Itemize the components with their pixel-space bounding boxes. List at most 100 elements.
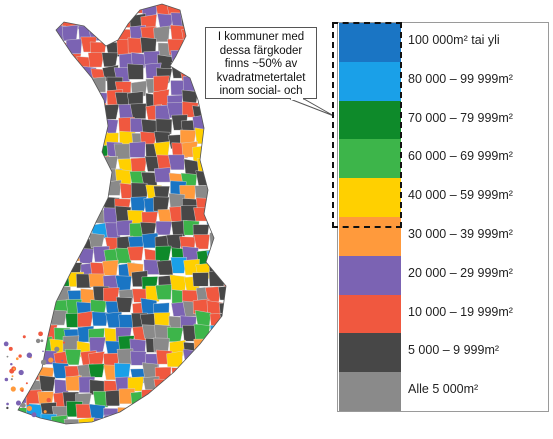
municipality-region [223, 245, 226, 261]
municipality-region [181, 413, 198, 424]
island [35, 383, 39, 388]
municipality-region [218, 325, 226, 340]
municipality-region [156, 259, 174, 276]
municipality-region [153, 406, 170, 422]
legend-label: 5 000 – 9 999m² [408, 343, 500, 358]
municipality-region [36, 92, 53, 108]
municipality-region [179, 364, 197, 381]
municipality-region [0, 90, 14, 106]
municipality-region [75, 219, 92, 236]
municipality-region [49, 4, 67, 20]
legend-item: 30 000 – 39 999m² [338, 217, 548, 256]
callout-line: I kommuner med [217, 31, 305, 43]
municipality-region [0, 76, 15, 92]
municipality-region [166, 350, 183, 368]
municipality-region [236, 388, 252, 404]
municipality-region [64, 79, 81, 95]
municipality-region [63, 236, 80, 253]
municipality-region [27, 140, 44, 158]
municipality-region [0, 298, 13, 312]
island [20, 402, 26, 408]
municipality-region [35, 247, 53, 263]
municipality-region [0, 145, 15, 161]
municipality-region [222, 273, 226, 290]
municipality-region [52, 430, 68, 439]
municipality-region [222, 363, 226, 380]
municipality-region [155, 394, 172, 409]
municipality-region [167, 433, 183, 439]
municipality-region [218, 402, 226, 418]
municipality-region [220, 432, 236, 439]
island [12, 367, 16, 371]
municipality-region [18, 92, 31, 108]
municipality-region [91, 311, 109, 327]
municipality-region [205, 154, 222, 171]
municipality-region [218, 285, 226, 301]
municipality-region [115, 4, 132, 18]
municipality-region [28, 298, 45, 314]
municipality-region [38, 232, 56, 249]
municipality-region [18, 298, 29, 313]
municipality-region [0, 172, 16, 185]
legend-item: Alle 5 000m² [338, 372, 548, 412]
municipality-region [67, 431, 83, 439]
municipality-region [53, 220, 70, 236]
municipality-region [218, 340, 226, 355]
municipality-region [206, 146, 223, 163]
municipality-region [75, 157, 92, 173]
municipality-region [64, 184, 82, 200]
municipality-region [18, 141, 28, 159]
municipality-region [67, 116, 84, 133]
municipality-region [235, 2, 251, 17]
municipality-region [196, 157, 214, 173]
municipality-region [54, 260, 71, 275]
municipality-region [237, 430, 253, 439]
municipality-region [0, 247, 14, 261]
municipality-region [18, 224, 19, 240]
municipality-region [180, 53, 197, 69]
municipality-region [39, 78, 57, 93]
municipality-region [41, 157, 58, 174]
municipality-region [26, 104, 44, 121]
municipality-region [235, 406, 251, 422]
municipality-region [196, 389, 214, 406]
municipality-region [222, 418, 226, 424]
municipality-region [236, 193, 252, 208]
municipality-region [0, 418, 13, 433]
legend-swatch [339, 178, 401, 218]
municipality-region [155, 221, 173, 236]
municipality-region [127, 246, 144, 261]
municipality-region [80, 197, 97, 214]
municipality-region [165, 4, 183, 15]
municipality-region [0, 12, 14, 28]
municipality-region [209, 4, 226, 15]
municipality-region [88, 115, 106, 132]
municipality-region [116, 220, 133, 236]
municipality-region [208, 101, 226, 118]
municipality-region [26, 314, 43, 330]
municipality-region [155, 245, 172, 263]
municipality-region [88, 273, 105, 288]
municipality-region [235, 298, 251, 314]
municipality-region [24, 38, 41, 56]
municipality-region [233, 250, 249, 266]
municipality-region [170, 257, 187, 274]
municipality-region [0, 277, 15, 291]
municipality-region [115, 415, 132, 424]
municipality-region [193, 234, 210, 250]
municipality-region [28, 115, 46, 133]
island [62, 341, 66, 344]
municipality-region [88, 165, 106, 183]
municipality-region [236, 380, 252, 394]
municipality-region [88, 14, 106, 31]
municipality-region [25, 50, 42, 67]
municipality-region [78, 4, 95, 16]
island [21, 389, 24, 393]
legend-item: 80 000 – 99 999m² [338, 61, 548, 101]
municipality-region [90, 102, 107, 118]
municipality-region [23, 233, 41, 249]
municipality-region [0, 351, 15, 365]
municipality-region [54, 132, 71, 148]
municipality-region [18, 166, 29, 183]
municipality-region [102, 259, 119, 276]
